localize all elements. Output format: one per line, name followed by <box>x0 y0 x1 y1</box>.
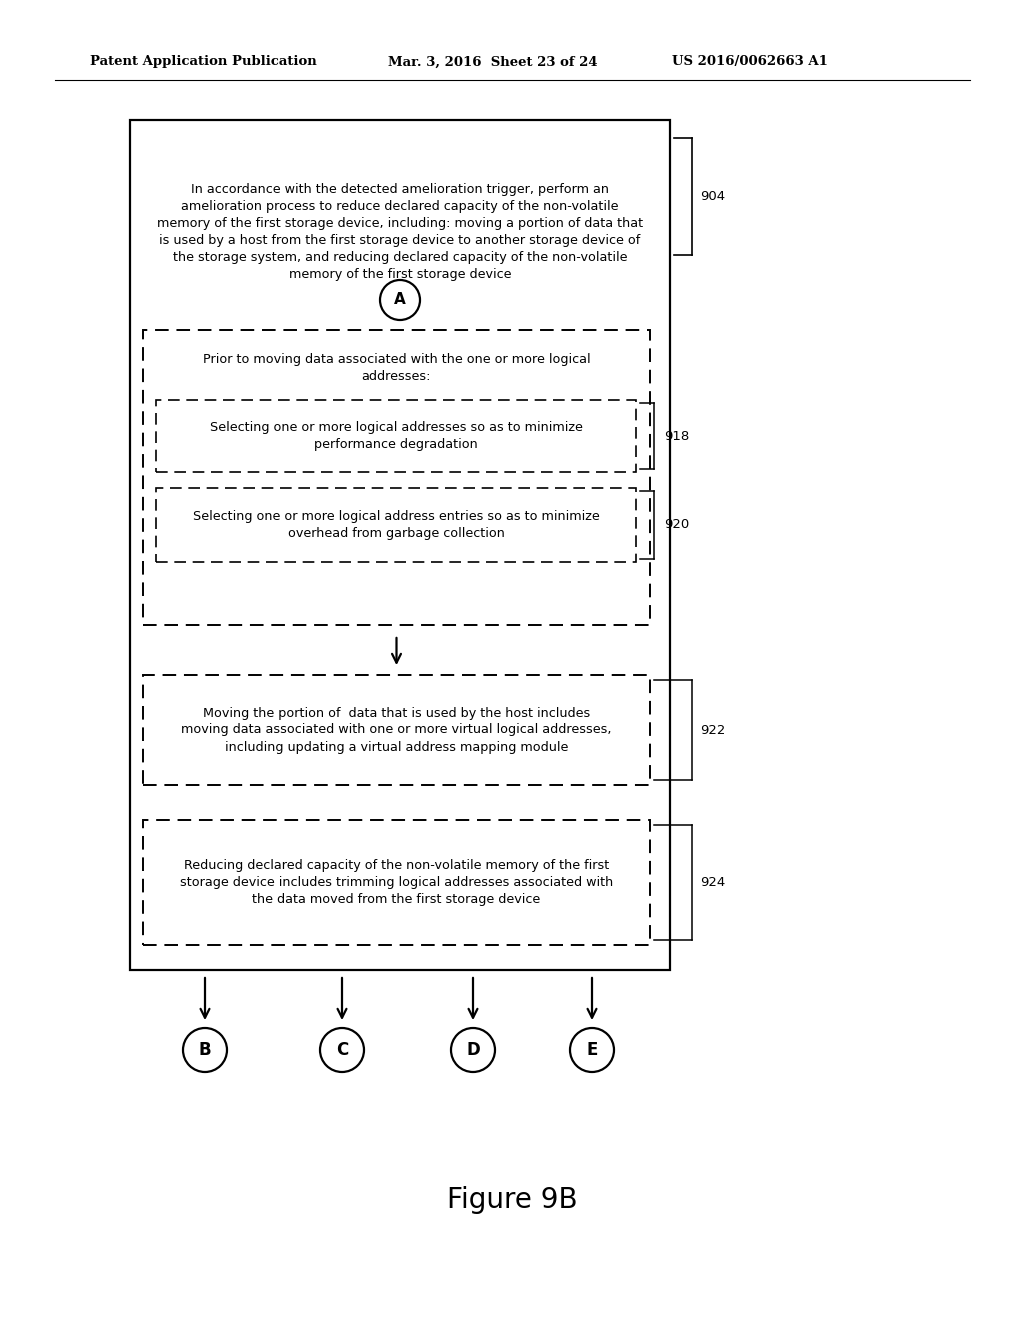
Text: D: D <box>466 1041 480 1059</box>
Text: C: C <box>336 1041 348 1059</box>
Circle shape <box>183 1028 227 1072</box>
Bar <box>143 330 650 624</box>
Text: 918: 918 <box>664 429 689 442</box>
Text: Mar. 3, 2016  Sheet 23 of 24: Mar. 3, 2016 Sheet 23 of 24 <box>388 55 598 69</box>
Bar <box>156 400 636 473</box>
Circle shape <box>380 280 420 319</box>
Bar <box>143 820 650 945</box>
Text: Figure 9B: Figure 9B <box>446 1185 578 1214</box>
Text: Patent Application Publication: Patent Application Publication <box>90 55 316 69</box>
Text: Selecting one or more logical addresses so as to minimize
performance degradatio: Selecting one or more logical addresses … <box>210 421 583 451</box>
Text: In accordance with the detected amelioration trigger, perform an
amelioration pr: In accordance with the detected ameliora… <box>157 183 643 281</box>
Text: 920: 920 <box>664 519 689 532</box>
Text: B: B <box>199 1041 211 1059</box>
Text: Selecting one or more logical address entries so as to minimize
overhead from ga: Selecting one or more logical address en… <box>193 510 599 540</box>
Text: A: A <box>394 293 406 308</box>
Text: 924: 924 <box>700 876 725 888</box>
Circle shape <box>570 1028 614 1072</box>
Text: 922: 922 <box>700 723 725 737</box>
Text: Moving the portion of  data that is used by the host includes
moving data associ: Moving the portion of data that is used … <box>181 706 611 754</box>
Bar <box>143 675 650 785</box>
Text: 904: 904 <box>700 190 725 203</box>
Text: E: E <box>587 1041 598 1059</box>
Bar <box>156 488 636 562</box>
Text: Reducing declared capacity of the non-volatile memory of the first
storage devic: Reducing declared capacity of the non-vo… <box>180 859 613 906</box>
Bar <box>130 120 670 970</box>
Text: Prior to moving data associated with the one or more logical
addresses:: Prior to moving data associated with the… <box>203 352 590 383</box>
Text: US 2016/0062663 A1: US 2016/0062663 A1 <box>672 55 827 69</box>
Circle shape <box>319 1028 364 1072</box>
Circle shape <box>451 1028 495 1072</box>
